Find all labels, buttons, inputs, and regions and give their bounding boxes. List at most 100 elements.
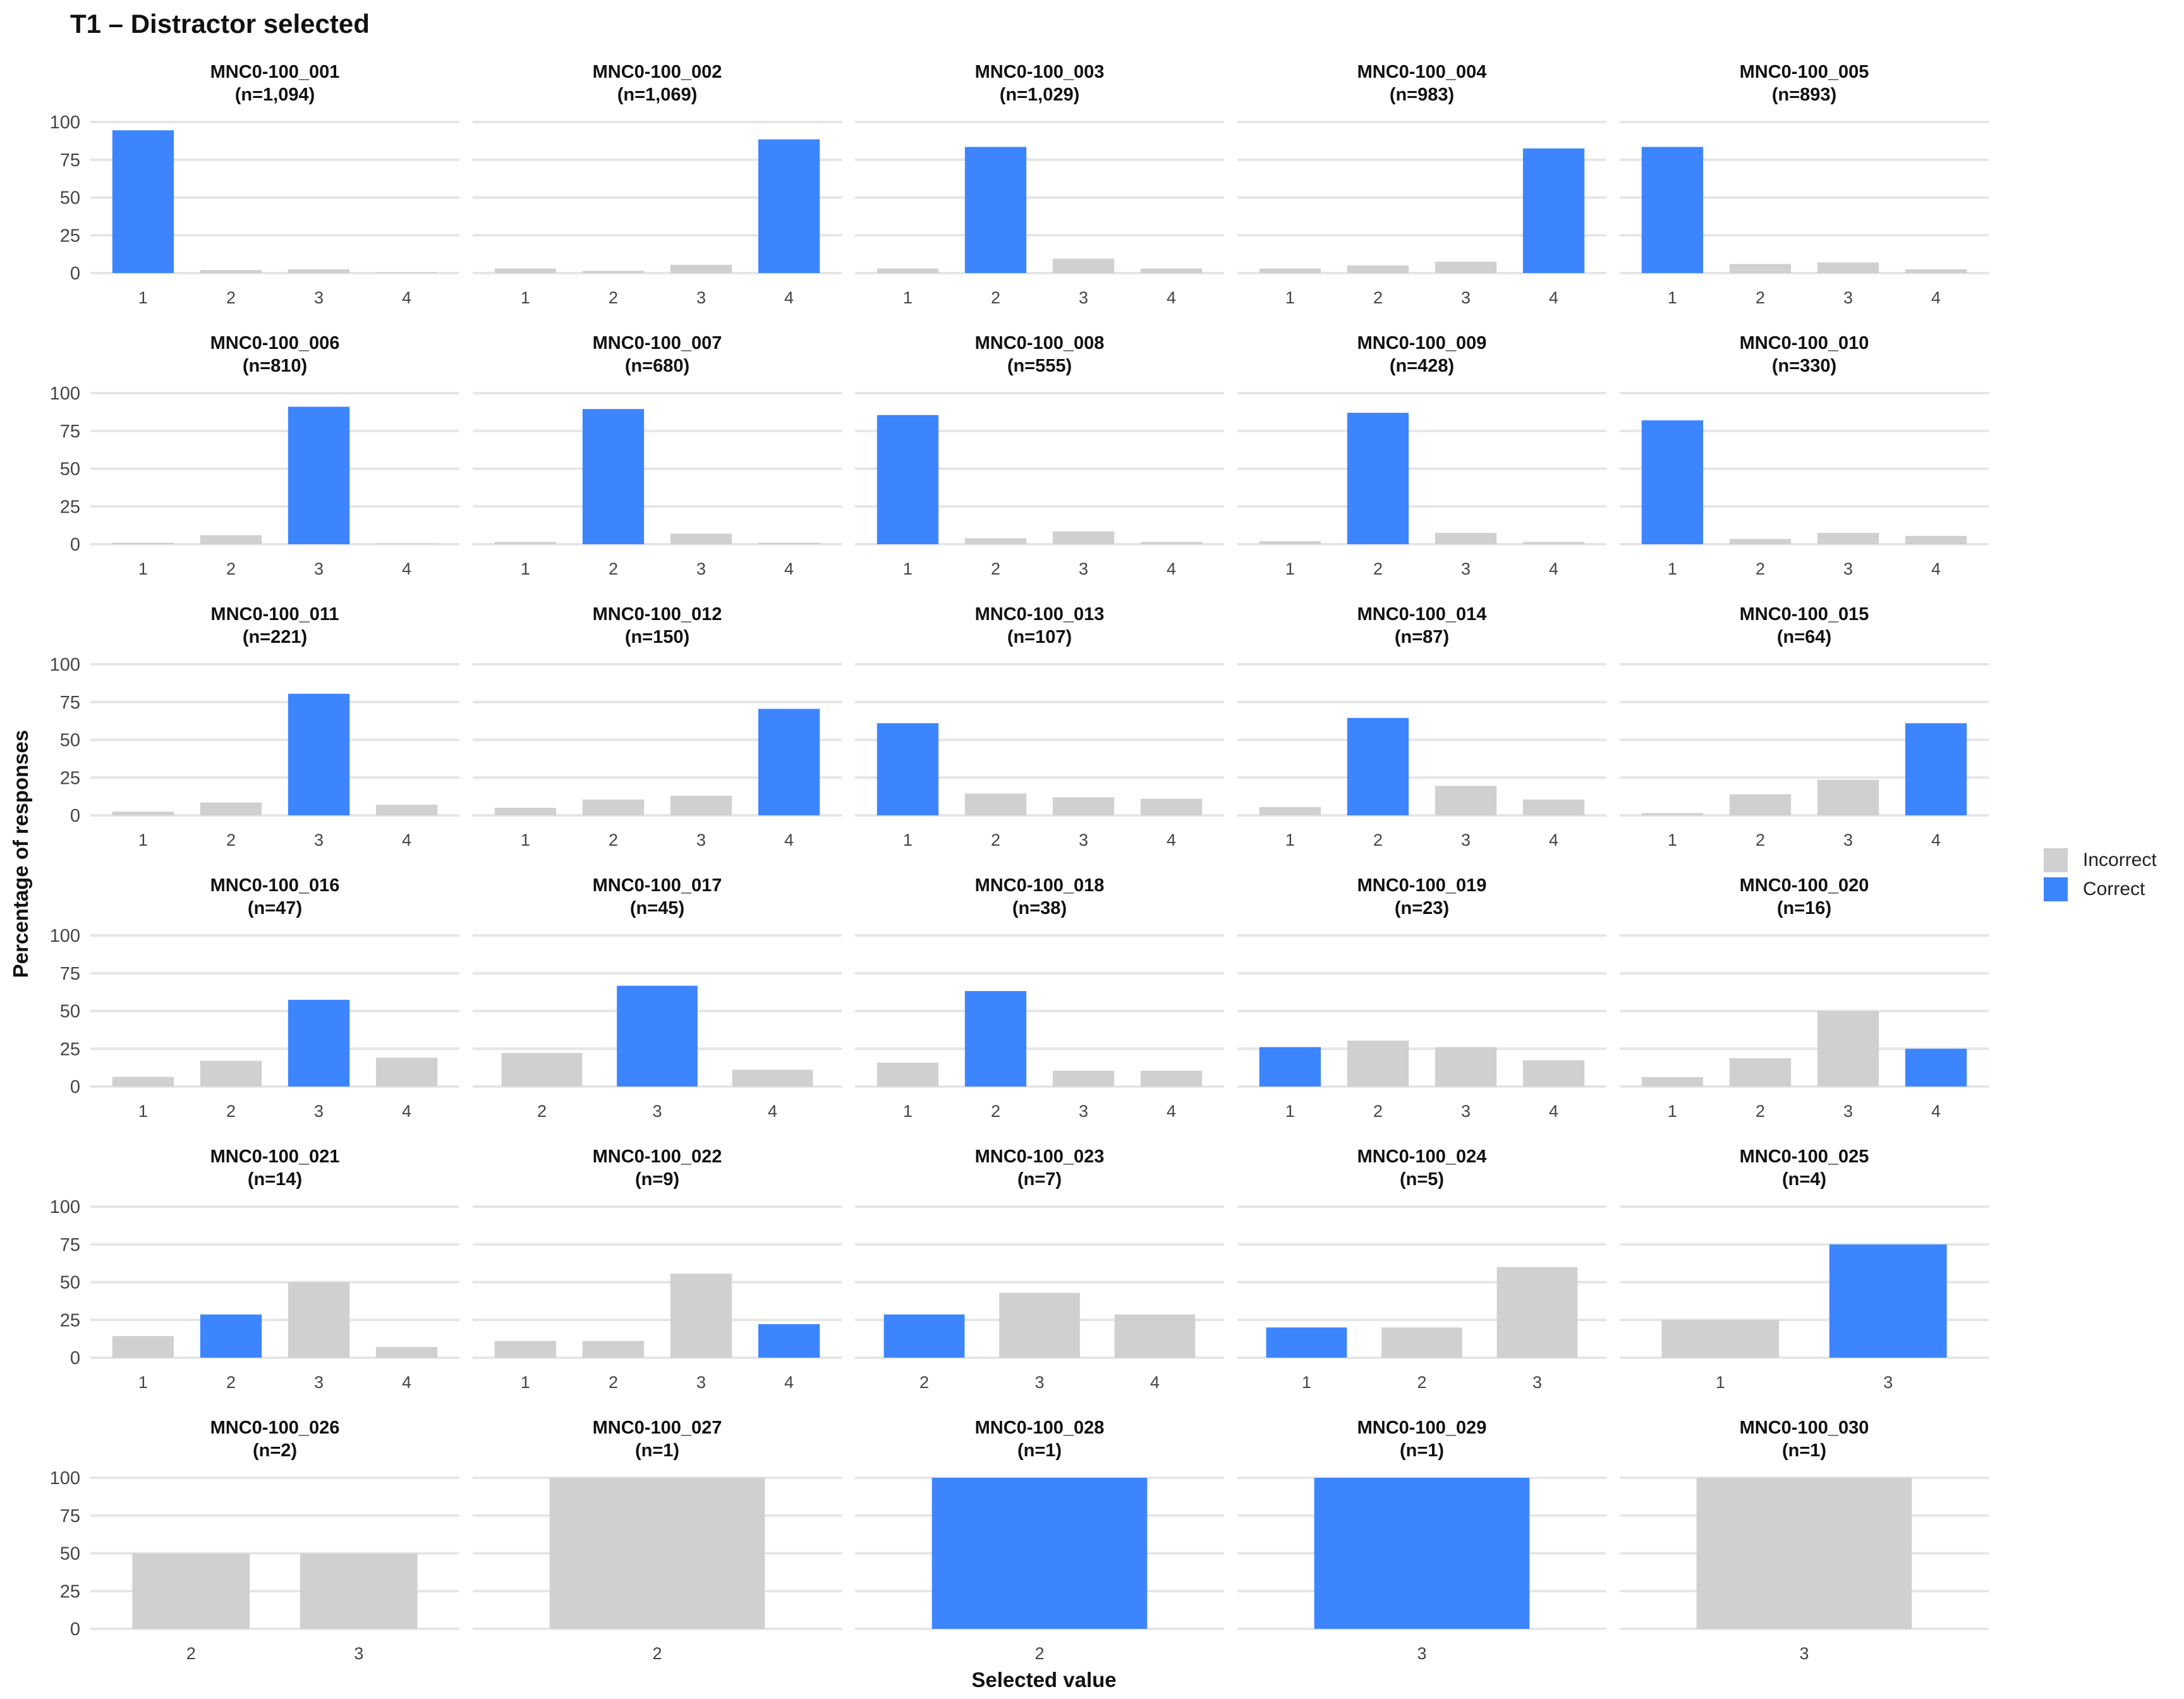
bar-correct — [200, 1314, 262, 1358]
bar-incorrect — [1435, 533, 1497, 544]
y-tick-label: 100 — [50, 113, 80, 133]
x-tick-label: 1 — [1285, 288, 1295, 307]
x-tick-label: 3 — [314, 1373, 324, 1392]
x-tick-label: 4 — [784, 288, 794, 307]
x-tick-label: 2 — [1417, 1373, 1426, 1392]
panel-n-label: (n=47) — [248, 898, 302, 918]
panel-title: MNC0-100_019 — [1357, 875, 1487, 896]
x-tick-label: 1 — [1285, 559, 1295, 578]
panel-title: MNC0-100_011 — [210, 604, 339, 624]
x-tick-label: 3 — [1417, 1644, 1426, 1663]
x-tick-label: 3 — [1843, 559, 1853, 578]
x-tick-label: 3 — [696, 288, 706, 307]
x-tick-label: 3 — [1461, 559, 1471, 578]
panel-n-label: (n=1) — [635, 1440, 679, 1461]
bar-incorrect — [1259, 807, 1321, 815]
x-tick-label: 2 — [1034, 1644, 1044, 1663]
bar-incorrect — [494, 808, 557, 815]
panel-n-label: (n=2) — [253, 1440, 297, 1461]
panel-n-label: (n=555) — [1007, 356, 1072, 376]
x-tick-label: 2 — [1756, 1102, 1765, 1121]
bar-correct — [1905, 1049, 1967, 1087]
x-tick-label: 1 — [1668, 288, 1677, 307]
x-tick-label: 3 — [696, 559, 706, 578]
bar-incorrect — [1522, 1060, 1585, 1087]
panel-title: MNC0-100_001 — [210, 62, 340, 82]
bar-incorrect — [1052, 1070, 1115, 1087]
bar-correct — [1347, 413, 1409, 544]
bar-incorrect — [200, 535, 262, 544]
x-tick-label: 2 — [991, 288, 1000, 307]
panel-title: MNC0-100_008 — [975, 333, 1105, 353]
x-tick-label: 2 — [186, 1644, 196, 1663]
panel-n-label: (n=7) — [1017, 1169, 1062, 1190]
x-tick-label: 1 — [521, 559, 530, 578]
x-tick-label: 4 — [1549, 288, 1558, 307]
x-tick-label: 2 — [1756, 559, 1765, 578]
bar-incorrect — [1522, 799, 1585, 815]
x-tick-label: 4 — [768, 1102, 777, 1121]
bar-incorrect — [112, 812, 174, 815]
bar-incorrect — [300, 1553, 418, 1629]
panel-title: MNC0-100_030 — [1740, 1418, 1869, 1438]
x-tick-label: 2 — [1373, 559, 1383, 578]
y-tick-label: 0 — [70, 806, 80, 826]
bar-incorrect — [132, 1553, 250, 1629]
panel-n-label: (n=1) — [1400, 1440, 1444, 1461]
x-tick-label: 3 — [1843, 288, 1853, 307]
x-tick-label: 1 — [1285, 831, 1295, 849]
x-tick-label: 2 — [919, 1373, 929, 1392]
x-tick-label: 1 — [1668, 831, 1677, 849]
bar-correct — [1314, 1478, 1530, 1629]
bar-incorrect — [877, 1063, 939, 1087]
bar-incorrect — [1140, 542, 1203, 544]
bar-incorrect — [670, 1274, 732, 1358]
y-tick-label: 25 — [60, 226, 80, 246]
bar-correct — [288, 693, 350, 815]
bar-incorrect — [1435, 1047, 1497, 1087]
bar-incorrect — [549, 1478, 765, 1629]
bar-incorrect — [1641, 1077, 1704, 1087]
y-tick-label: 0 — [70, 1619, 80, 1640]
legend-item-incorrect: Incorrect — [2044, 846, 2157, 875]
x-tick-label: 4 — [1931, 559, 1941, 578]
y-tick-label: 100 — [50, 926, 80, 946]
bar-correct — [964, 147, 1027, 273]
x-tick-label: 2 — [226, 1373, 236, 1392]
x-tick-label: 2 — [652, 1644, 662, 1663]
x-tick-label: 2 — [1373, 1102, 1383, 1121]
bar-incorrect — [1347, 1040, 1409, 1087]
panel-title: MNC0-100_010 — [1740, 333, 1869, 353]
panel-n-label: (n=1,094) — [235, 85, 315, 105]
x-tick-label: 3 — [314, 559, 324, 578]
x-tick-label: 3 — [314, 831, 324, 849]
bar-incorrect — [964, 793, 1027, 815]
panel-title: MNC0-100_014 — [1357, 604, 1487, 624]
panel-title: MNC0-100_023 — [975, 1147, 1105, 1167]
bar-incorrect — [1817, 533, 1879, 544]
bar-incorrect — [1729, 1058, 1792, 1087]
x-tick-label: 1 — [138, 288, 148, 307]
panel-n-label: (n=4) — [1782, 1169, 1826, 1190]
x-tick-label: 2 — [991, 831, 1000, 849]
x-tick-label: 2 — [226, 831, 236, 849]
bar-incorrect — [670, 533, 732, 544]
panel-n-label: (n=45) — [630, 898, 684, 918]
panel-n-label: (n=38) — [1012, 898, 1067, 918]
panel-n-label: (n=428) — [1390, 356, 1454, 376]
x-tick-label: 3 — [696, 1373, 706, 1392]
x-tick-label: 1 — [1668, 559, 1677, 578]
x-tick-label: 3 — [314, 1102, 324, 1121]
bar-correct — [112, 130, 174, 273]
x-tick-label: 4 — [402, 831, 411, 849]
x-tick-label: 3 — [1461, 288, 1471, 307]
panel-title: MNC0-100_003 — [975, 62, 1105, 82]
bar-incorrect — [375, 1347, 438, 1358]
bar-incorrect — [1905, 535, 1967, 544]
bar-correct — [1266, 1327, 1347, 1358]
chart-title: T1 – Distractor selected — [70, 9, 370, 39]
panel-title: MNC0-100_029 — [1357, 1418, 1487, 1438]
bar-correct — [758, 1324, 820, 1358]
x-tick-label: 2 — [537, 1102, 547, 1121]
